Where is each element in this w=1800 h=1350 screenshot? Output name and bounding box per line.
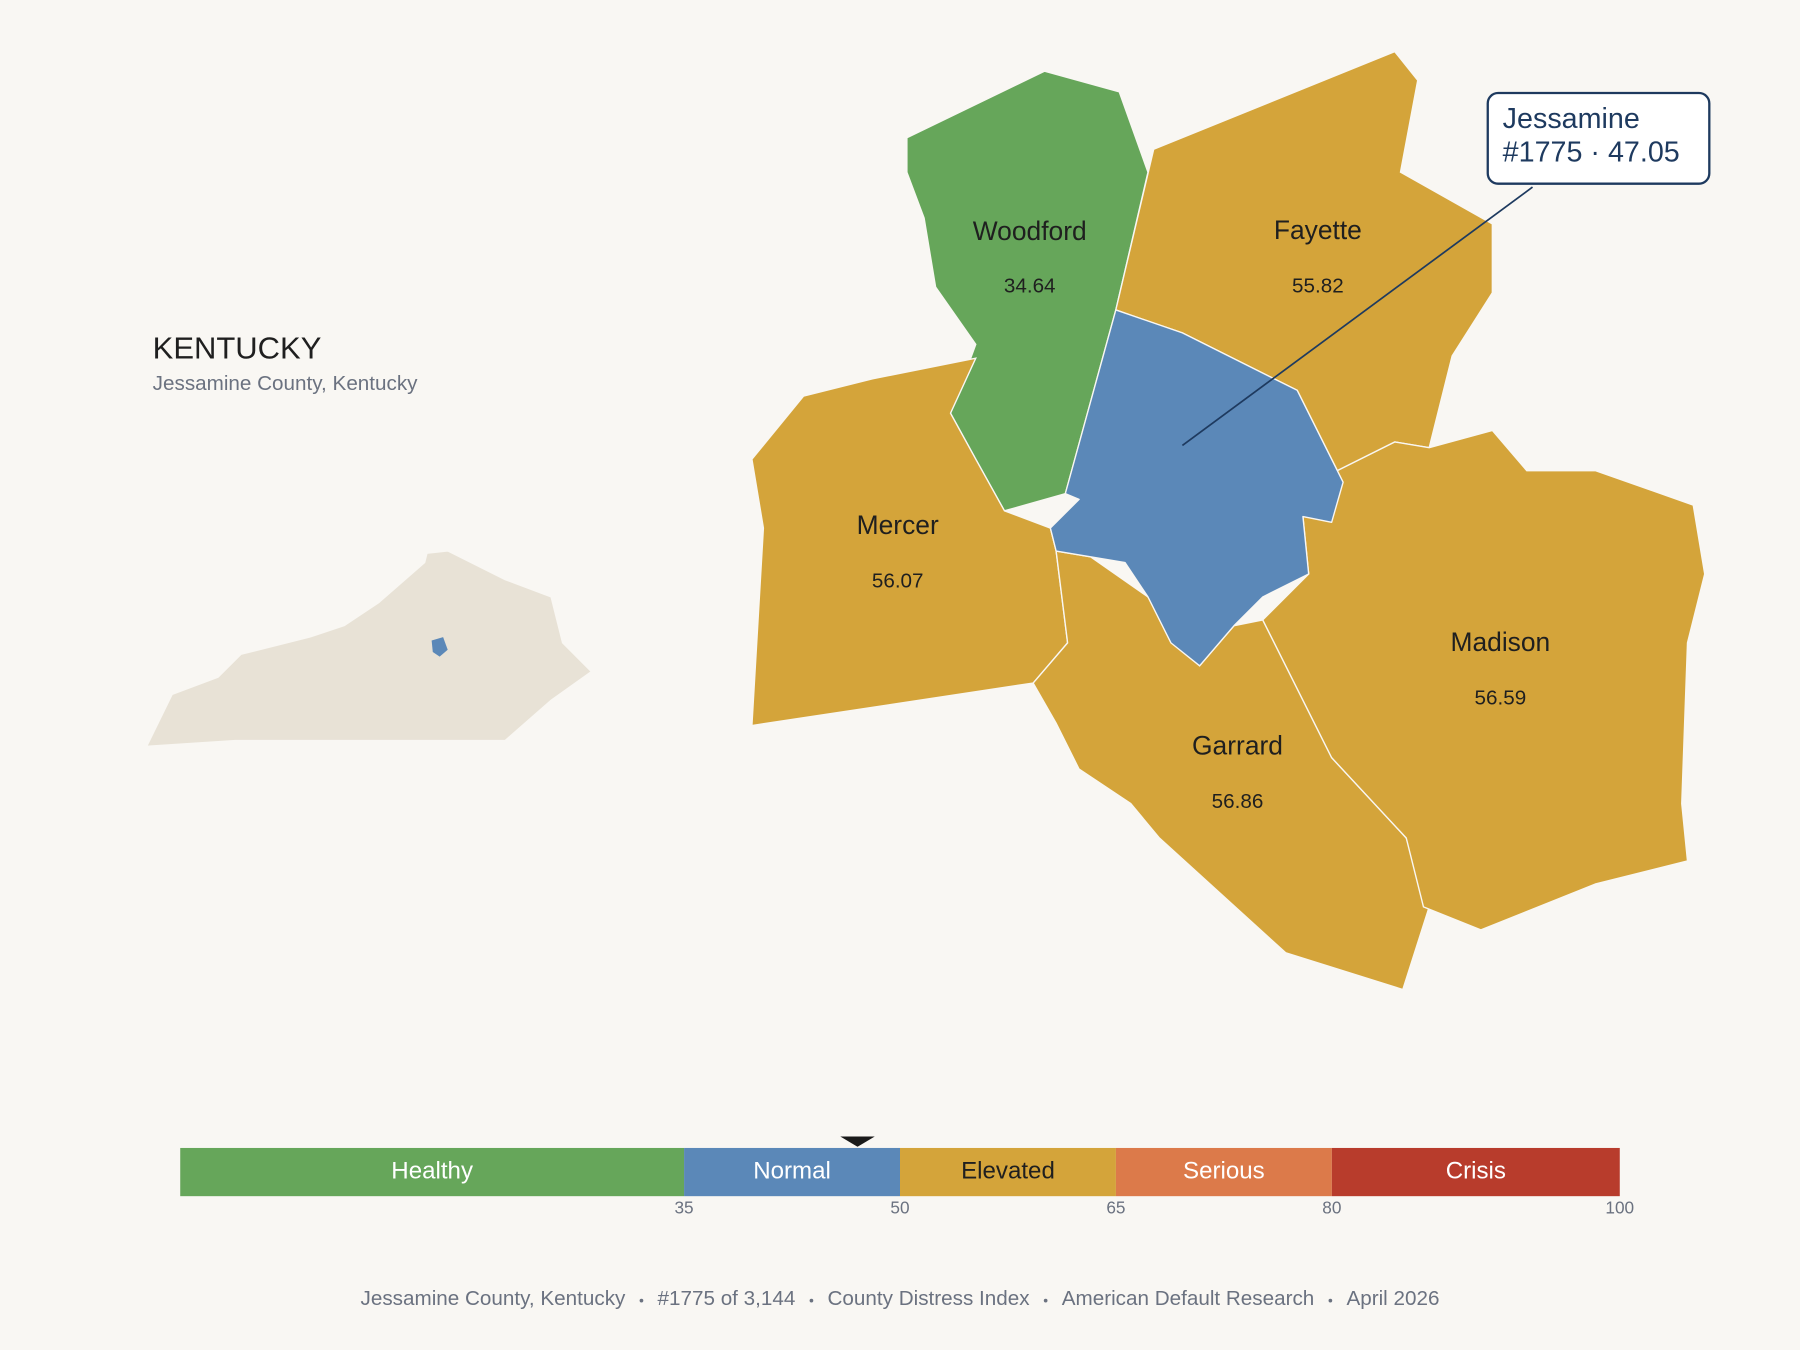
- legend-band-label: Crisis: [1446, 1157, 1506, 1184]
- callout-name: Jessamine: [1503, 103, 1640, 135]
- legend: Healthy Normal Elevated Serious Crisis 35 50 65…: [180, 1136, 1634, 1217]
- legend-tick-label: 65: [1106, 1197, 1125, 1217]
- county[interactable]: [1261, 429, 1706, 931]
- legend-tick-label: 50: [890, 1197, 909, 1217]
- legend-band-label: Elevated: [961, 1157, 1055, 1184]
- county-value: 56.07: [872, 569, 924, 592]
- footer-separator: [1043, 1298, 1048, 1303]
- counties: [751, 50, 1706, 991]
- callout-label: #1775 · 47.05: [1503, 136, 1680, 168]
- footer: Jessamine County, Kentucky #1775 of 3,144…: [361, 1287, 1440, 1310]
- legend-tick-label: 35: [674, 1197, 693, 1217]
- subtitle: Jessamine County, Kentucky: [153, 372, 419, 395]
- county-value: 56.59: [1475, 687, 1527, 710]
- county-name: Garrard: [1192, 730, 1283, 760]
- county-name: Woodford: [973, 216, 1087, 246]
- state-highlight: [431, 637, 448, 657]
- footer-item: County Distress Index: [828, 1287, 1031, 1310]
- legend-band: [180, 1147, 685, 1197]
- county-value: 34.64: [1004, 274, 1056, 297]
- legend-band: [1331, 1147, 1620, 1197]
- county[interactable]: [751, 357, 1069, 727]
- state-title: KENTUCKY: [153, 330, 322, 365]
- county-name: Fayette: [1274, 215, 1362, 245]
- legend-band-label: Healthy: [391, 1157, 473, 1184]
- state-outline: [145, 550, 593, 747]
- callout-leader: [1181, 186, 1534, 447]
- county-value: 56.86: [1212, 790, 1264, 813]
- footer-item: American Default Research: [1062, 1287, 1315, 1310]
- footer-item: #1775 of 3,144: [658, 1287, 796, 1310]
- legend-band-label: Normal: [753, 1157, 831, 1184]
- legend-tick-label: 80: [1322, 1197, 1341, 1217]
- legend-band: [1115, 1147, 1332, 1197]
- legend-tick-label: 100: [1605, 1197, 1634, 1217]
- value-marker: [840, 1136, 875, 1147]
- county-name: Mercer: [857, 510, 939, 540]
- footer-item: Jessamine County, Kentucky: [361, 1287, 627, 1310]
- county-highlight[interactable]: [1049, 309, 1344, 667]
- legend-band-label: Serious: [1183, 1157, 1265, 1184]
- legend-band: [900, 1147, 1116, 1197]
- footer-separator: [1328, 1298, 1333, 1303]
- footer-separator: [809, 1298, 814, 1303]
- county-value: 55.82: [1292, 274, 1344, 297]
- footer-separator: [639, 1298, 644, 1303]
- legend-band: [684, 1147, 900, 1197]
- footer-item: April 2026: [1346, 1287, 1439, 1310]
- county-name: Madison: [1450, 627, 1550, 657]
- callout-box: [1486, 91, 1711, 185]
